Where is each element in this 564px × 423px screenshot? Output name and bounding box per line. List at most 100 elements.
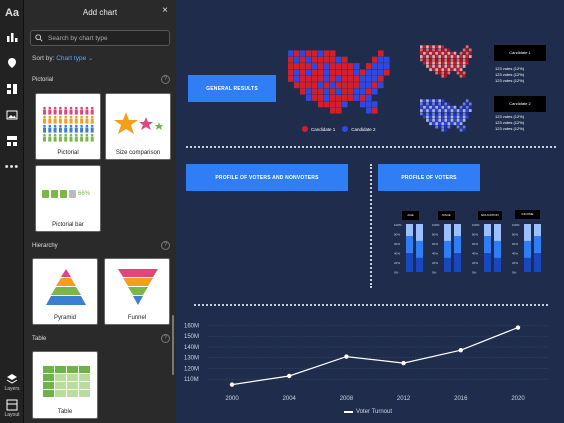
x-tick-label: 2004 (283, 396, 297, 402)
state-shape (429, 58, 432, 62)
sort-value[interactable]: Chart type (56, 55, 87, 62)
state-shape (294, 63, 300, 70)
state-shape (330, 50, 336, 57)
state-shape (372, 56, 378, 63)
state-shape (459, 122, 463, 126)
mini-tick-label: 20% (512, 261, 518, 265)
panel-scrollbar[interactable] (172, 315, 174, 375)
help-icon[interactable]: ? (161, 334, 170, 343)
state-shape (438, 105, 441, 109)
state-shape (348, 69, 354, 76)
person-icon (43, 106, 46, 110)
voter-turnout-line-chart: 110M 120M 130M 140M 150M 160M 2000 2004 2008 2012… (184, 323, 548, 402)
state-shape (438, 64, 441, 68)
more-icon[interactable]: ••• (4, 161, 20, 173)
state-shape (447, 64, 451, 68)
state-shape (432, 68, 435, 72)
layout-panel-icon[interactable] (3, 396, 21, 414)
state-shape (378, 63, 384, 70)
person-body (43, 109, 46, 115)
state-shape (420, 45, 423, 49)
state-shape (432, 55, 435, 58)
state-shape (324, 82, 330, 89)
state-shape (426, 102, 429, 106)
help-icon[interactable]: ? (161, 241, 170, 250)
layout-tool-icon[interactable] (3, 132, 21, 150)
person-icon (90, 115, 94, 119)
state-shape (432, 118, 435, 122)
mini-bar-segment (406, 236, 413, 253)
candidate2-label: Candidate 2 (494, 96, 546, 112)
state-shape (318, 56, 324, 63)
state-shape (444, 109, 448, 112)
state-shape (336, 88, 342, 95)
map-tool-icon[interactable] (3, 54, 21, 72)
mini-bar-segment (454, 224, 461, 236)
state-shape (300, 69, 306, 76)
state-shape (306, 75, 312, 82)
state-shape (342, 75, 348, 82)
state-shape (462, 51, 466, 55)
state-shape (330, 69, 336, 76)
state-shape (312, 69, 318, 76)
state-shape (459, 112, 463, 116)
section-divider (186, 146, 556, 148)
table-cell (55, 390, 66, 397)
state-shape (336, 82, 342, 89)
chart-card-pictorial[interactable]: Pictorial (35, 93, 101, 160)
state-shape (447, 58, 451, 62)
state-shape (465, 48, 469, 52)
close-icon[interactable]: × (162, 5, 168, 16)
layers-icon[interactable] (3, 370, 21, 388)
chart-card-funnel[interactable]: Funnel (104, 258, 170, 325)
state-shape (450, 58, 454, 62)
state-shape (384, 69, 390, 76)
chart-card-size-comparison[interactable]: Size comparison (105, 93, 171, 160)
state-shape (306, 88, 312, 95)
person-body (85, 136, 89, 142)
vote-line: 123 votes (12%) (495, 114, 525, 119)
state-shape (438, 125, 441, 129)
mini-bar-segment (416, 224, 423, 241)
chart-card-pictorial-bar[interactable]: 66% Pictorial bar (35, 165, 101, 232)
chart-tool-icon[interactable] (3, 28, 21, 46)
chart-card-table[interactable]: Table (32, 351, 98, 419)
text-tool-icon[interactable]: Aa (4, 7, 20, 19)
state-shape (318, 69, 324, 76)
person-body (80, 118, 84, 124)
state-shape (465, 102, 469, 106)
us-results-map (288, 50, 390, 114)
state-shape (330, 88, 336, 95)
person-body (80, 136, 84, 142)
state-shape (342, 101, 348, 108)
state-shape (456, 68, 460, 72)
chart-card-pyramid[interactable]: Pyramid (32, 258, 98, 325)
state-shape (438, 115, 441, 119)
sort-control[interactable]: Sort by: Chart type ⌄ (32, 54, 93, 62)
x-tick-label: 2008 (340, 396, 354, 402)
state-shape (426, 45, 429, 49)
state-shape (444, 102, 448, 106)
mini-tick-label: 100% (432, 223, 440, 227)
state-shape (318, 101, 324, 108)
mini-tick-label: 100% (472, 223, 480, 227)
image-tool-icon[interactable] (3, 106, 21, 124)
state-shape (465, 51, 469, 55)
help-icon[interactable]: ? (161, 75, 170, 84)
state-shape (426, 105, 429, 109)
state-shape (378, 50, 384, 57)
state-shape (459, 64, 463, 68)
person-icon (53, 106, 57, 110)
widget-tool-icon[interactable] (3, 80, 21, 98)
state-shape (312, 75, 318, 82)
state-shape (432, 45, 435, 49)
state-shape (447, 55, 451, 58)
search-input[interactable]: Search by chart type (30, 30, 170, 46)
state-shape (435, 68, 438, 72)
state-shape (438, 109, 441, 112)
state-shape (420, 112, 423, 116)
design-canvas: GENERAL RESULTS Candidate 1 Candidate 2 … (176, 0, 564, 423)
state-shape (441, 112, 445, 116)
table-cell (79, 390, 90, 397)
state-shape (453, 109, 457, 112)
